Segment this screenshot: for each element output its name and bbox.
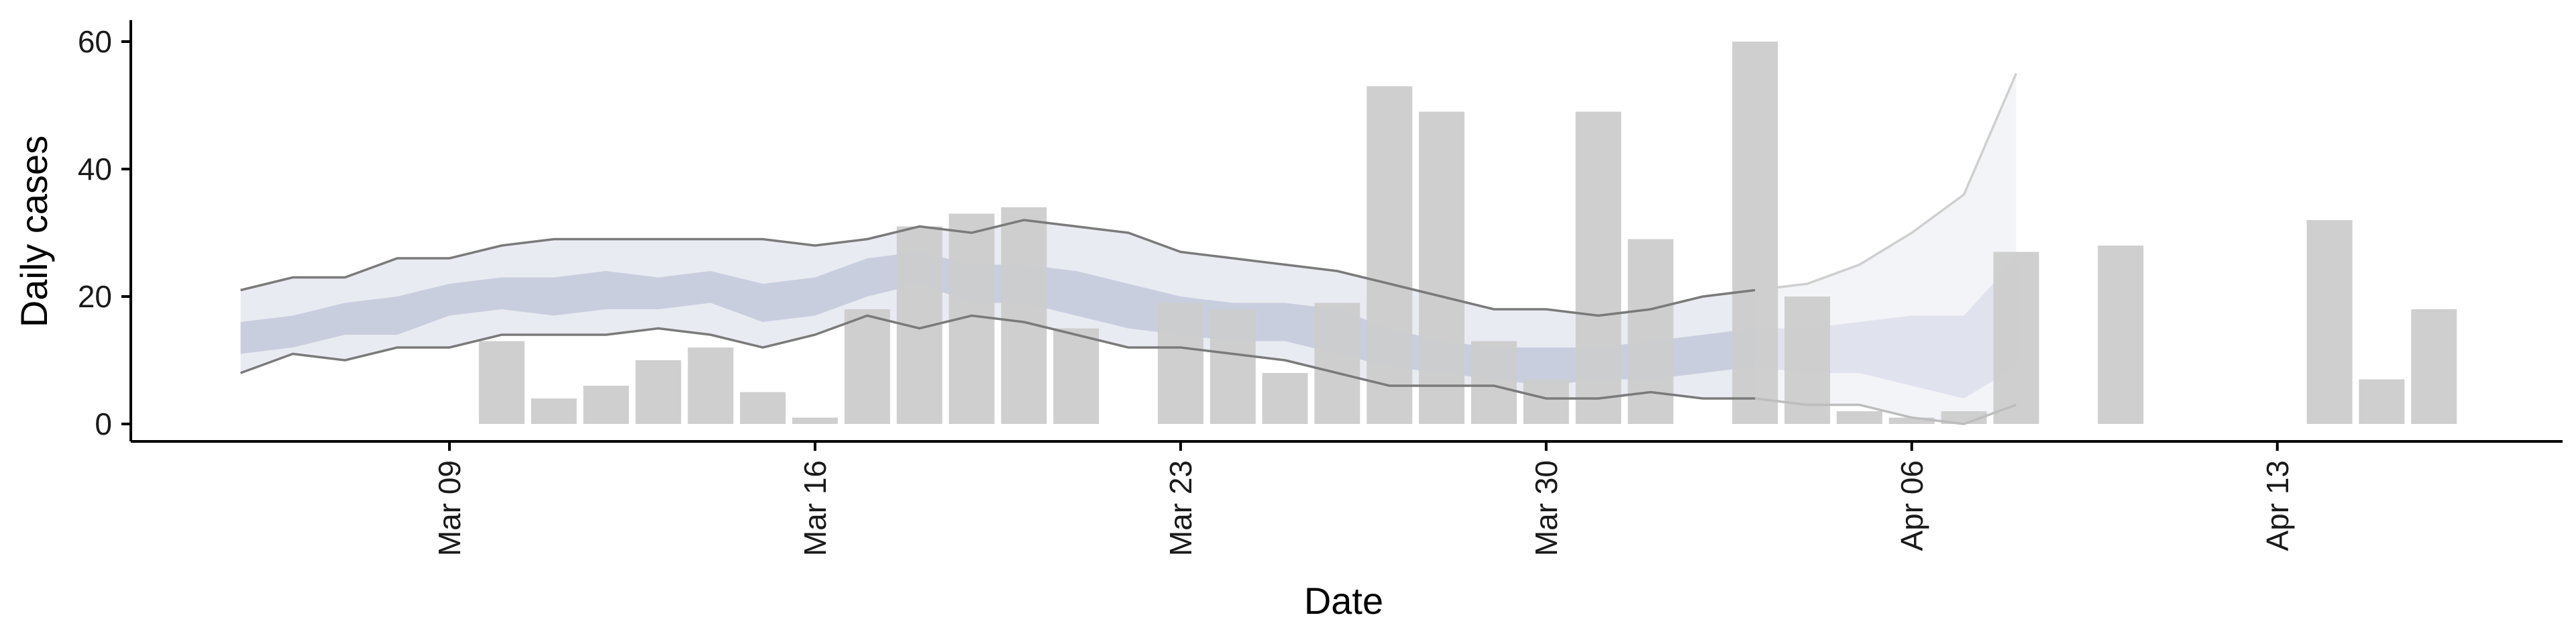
bar-2020-03-28 [1419, 111, 1465, 424]
bar-2020-03-21 [1053, 328, 1099, 424]
bar-2020-04-16 [2411, 309, 2457, 424]
bar-2020-04-06 [1888, 417, 1935, 424]
bar-2020-03-25 [1262, 373, 1308, 424]
bar-2020-03-15 [740, 392, 786, 424]
bar-2020-03-29 [1471, 341, 1517, 424]
bar-2020-03-27 [1366, 86, 1413, 424]
bar-2020-03-31 [1575, 111, 1621, 424]
x-tick-label-2020-03-30: Mar 30 [1529, 460, 1564, 556]
bar-2020-03-14 [688, 347, 734, 424]
x-tick-label-2020-03-23: Mar 23 [1163, 460, 1198, 556]
bar-2020-03-23 [1157, 303, 1203, 424]
bar-2020-04-10 [2098, 246, 2144, 424]
bar-series [478, 42, 2457, 424]
x-tick-label-2020-04-06: Apr 06 [1894, 460, 1929, 551]
axes: 0 20 40 60 Mar 09 Mar 16 Mar 23 Mar 30 Apr 06 Apr… [78, 20, 2563, 556]
lower-bound-line [239, 314, 1756, 400]
bar-2020-03-11 [531, 398, 577, 424]
bar-2020-03-16 [792, 417, 838, 424]
upper-bound-forecast-line [1755, 72, 2018, 292]
bar-2020-03-20 [1001, 207, 1047, 424]
bar-2020-03-12 [583, 386, 629, 424]
x-tick-label-2020-03-09: Mar 09 [432, 460, 467, 556]
bar-2020-03-10 [478, 341, 525, 424]
bar-2020-03-30 [1523, 379, 1569, 424]
y-axis-title: Daily cases [13, 136, 55, 327]
bar-2020-04-15 [2359, 379, 2405, 424]
bar-2020-03-17 [844, 309, 890, 424]
x-tick-label-2020-03-16: Mar 16 [798, 460, 833, 556]
y-tick-label-60: 60 [78, 24, 112, 59]
bar-2020-04-08 [1993, 252, 2039, 424]
x-axis-title: Date [1304, 580, 1383, 622]
y-tick-label-20: 20 [78, 279, 112, 314]
bar-2020-03-26 [1314, 303, 1360, 424]
y-tick-label-40: 40 [78, 152, 112, 186]
y-tick-label-0: 0 [95, 407, 112, 441]
bar-2020-04-14 [2306, 220, 2353, 424]
lower-bound-forecast-line [1755, 397, 2017, 425]
bar-2020-03-13 [635, 360, 682, 424]
bar-2020-04-01 [1627, 239, 1674, 424]
bar-2020-03-24 [1210, 309, 1256, 424]
upper-bound-line [240, 219, 1756, 317]
bar-2020-04-03 [1732, 42, 1778, 424]
x-tick-label-2020-04-13: Apr 13 [2260, 460, 2295, 551]
bar-2020-04-05 [1836, 411, 1882, 424]
band-lines [239, 72, 2018, 425]
